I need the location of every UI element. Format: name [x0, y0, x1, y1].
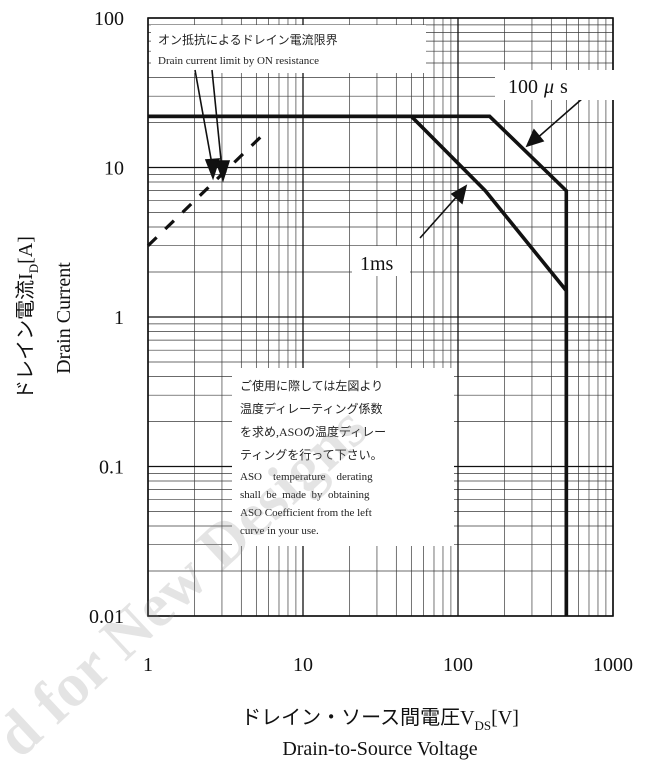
y-tick-label: 10 — [104, 158, 124, 180]
x-tick-label: 1000 — [593, 654, 633, 676]
x-axis-title-jp: ドレイン・ソース間電圧VDS[V] — [241, 707, 519, 733]
on-resistance-annotation-box — [151, 25, 426, 73]
y-axis-title-jp-main: ドレイン電流I — [14, 273, 37, 400]
y-tick-label: 0.01 — [89, 606, 124, 628]
y-tick-label: 0.1 — [99, 457, 124, 479]
derating-note-jp-line: を求め,ASOの温度ディレー — [240, 424, 386, 439]
100us-arrowhead — [525, 128, 545, 148]
100us-label-number: 100 — [508, 76, 538, 98]
on-resistance-arrowhead-1 — [204, 158, 221, 181]
annotation-arrows — [194, 69, 584, 239]
on-resistance-annotation-jp: オン抵抗によるドレイン電流限界 — [158, 32, 338, 47]
on-resistance-annotation-en: Drain current limit by ON resistance — [158, 55, 319, 67]
y-axis-title-en: Drain Current — [53, 262, 75, 374]
derating-note-en-line: ASO temperature derating — [240, 471, 373, 483]
derating-note: ご使用に際しては左図より 温度ディレーティング係数 を求め,ASOの温度ディレー… — [240, 378, 386, 537]
x-axis-title-unit: [V] — [491, 707, 519, 729]
x-axis-title-jp-main: ドレイン・ソース間電圧V — [241, 707, 475, 729]
plot-frame — [147, 17, 614, 617]
derating-note-box — [232, 368, 454, 546]
x-tick-labels: 1 10 100 1000 — [143, 654, 633, 676]
x-axis-title-en: Drain-to-Source Voltage — [282, 738, 477, 760]
y-tick-labels: 100 10 1 0.1 0.01 — [89, 8, 124, 628]
series-layer — [146, 114, 569, 616]
derating-note-en-line: shall be made by obtaining — [240, 489, 370, 501]
on-resistance-limit-line — [146, 128, 270, 247]
on-resistance-arrow-1 — [194, 69, 214, 171]
series-line-1ms — [148, 114, 569, 616]
x-tick-label: 10 — [293, 654, 313, 676]
x-axis-title-subscript: DS — [475, 718, 492, 733]
1ms-label-box — [352, 246, 410, 276]
y-axis-title-unit: [A] — [15, 236, 37, 264]
on-resistance-arrow-2 — [211, 69, 223, 171]
y-axis-title-subscript: D — [26, 264, 41, 273]
x-tick-label: 100 — [443, 654, 473, 676]
1ms-label-arrow — [419, 192, 461, 239]
derating-note-en-line: curve in your use. — [240, 525, 319, 537]
derating-note-en-line: ASO Coefficient from the left — [240, 507, 372, 519]
100us-label-unit: s — [560, 76, 568, 98]
100us-label-arrow — [534, 97, 584, 141]
derating-note-jp-line: ティングを行って下さい。 — [240, 448, 383, 462]
y-tick-label: 100 — [94, 8, 124, 30]
x-tick-label: 1 — [143, 654, 153, 676]
series-label-100us: 100 μ s — [508, 76, 568, 98]
100us-label-box — [495, 70, 615, 100]
on-resistance-arrowhead-2 — [214, 160, 231, 183]
series-label-1ms: 1ms — [360, 253, 394, 275]
derating-note-jp-line: 温度ディレーティング係数 — [240, 401, 382, 416]
100us-label-mu: μ — [543, 76, 554, 98]
1ms-arrowhead — [450, 184, 468, 205]
derating-note-jp-line: ご使用に際しては左図より — [240, 378, 383, 393]
y-axis-title-jp: ドレイン電流ID[A] — [14, 236, 41, 400]
y-tick-label: 1 — [114, 307, 124, 329]
